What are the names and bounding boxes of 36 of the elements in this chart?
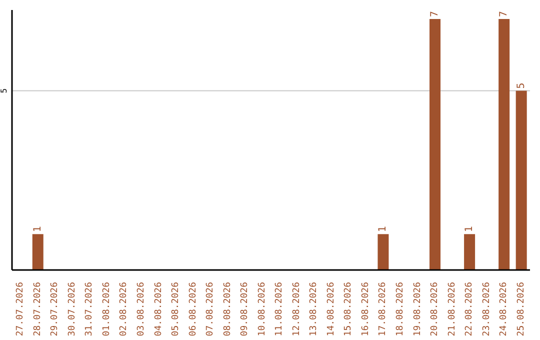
data-label: 1 [32, 226, 44, 232]
x-tick-label: 24.08.2026 [499, 282, 510, 336]
x-tick-label: 18.08.2026 [396, 282, 406, 336]
x-tick-label: 10.08.2026 [257, 282, 268, 336]
x-tick-label: 12.08.2026 [292, 282, 302, 336]
x-tick-label: 16.08.2026 [360, 282, 371, 336]
x-tick-label: 23.08.2026 [482, 282, 492, 336]
x-tick-label: 17.08.2026 [378, 282, 388, 336]
data-label: 7 [430, 10, 441, 17]
x-tick-label: 05.08.2026 [171, 282, 182, 336]
x-tick-label: 01.08.2026 [102, 282, 112, 336]
x-tick-label: 25.08.2026 [516, 282, 526, 336]
x-tick-label: 02.08.2026 [119, 282, 130, 336]
x-tick-label: 29.07.2026 [50, 282, 60, 336]
x-tick-label: 14.08.2026 [326, 282, 336, 336]
x-tick-label: 11.08.2026 [274, 282, 285, 336]
x-tick-label: 31.07.2026 [84, 282, 95, 336]
x-tick-label: 20.08.2026 [430, 282, 440, 336]
data-label: 1 [464, 226, 476, 232]
x-tick-label: 03.08.2026 [136, 282, 146, 336]
x-tick-label: 09.08.2026 [240, 282, 250, 336]
x-tick-label: 13.08.2026 [309, 282, 320, 336]
x-tick-label: 27.07.2026 [16, 282, 26, 336]
x-tick-label: 08.08.2026 [222, 282, 233, 336]
data-label: 1 [378, 226, 389, 232]
x-tick-label: 22.08.2026 [464, 282, 475, 336]
x-tick-label: 30.07.2026 [67, 282, 78, 336]
x-tick-label: 19.08.2026 [412, 282, 423, 336]
x-tick-label: 21.08.2026 [447, 282, 458, 336]
x-tick-label: 28.07.2026 [32, 282, 43, 336]
x-tick-label: 07.08.2026 [206, 282, 216, 336]
x-tick-label: 06.08.2026 [188, 282, 198, 336]
x-tick-label: 04.08.2026 [154, 282, 164, 336]
x-tick-label: 15.08.2026 [344, 282, 354, 336]
data-label: 5 [516, 82, 527, 89]
data-label: 7 [498, 10, 510, 17]
